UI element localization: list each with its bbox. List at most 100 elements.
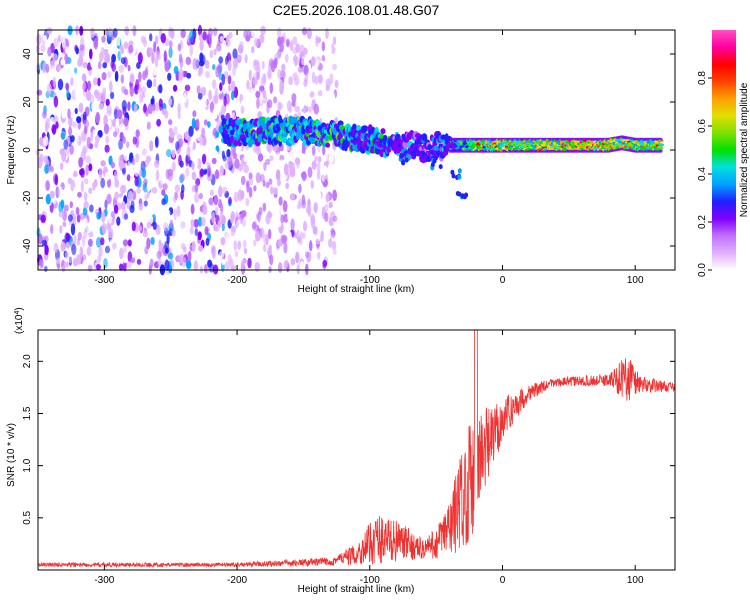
noise-cell (136, 258, 142, 265)
noise-cell (178, 53, 183, 64)
noise-cell (248, 149, 252, 159)
noise-cell (178, 254, 183, 265)
noise-cell (180, 242, 186, 250)
noise-cell (176, 80, 180, 88)
noise-cell (253, 239, 257, 247)
noise-cell (98, 52, 104, 63)
noise-cell (208, 89, 212, 101)
noise-cell (123, 117, 129, 127)
noise-cell (166, 149, 172, 158)
noise-cell (74, 107, 78, 115)
noise-cell (36, 89, 43, 96)
noise-cell (298, 183, 302, 194)
noise-cell (201, 216, 206, 227)
noise-cell (164, 247, 169, 254)
noise-cell (287, 212, 292, 222)
noise-cell (50, 166, 54, 173)
noise-cell (127, 239, 132, 247)
ridge-cell (443, 148, 449, 156)
noise-cell (228, 84, 232, 92)
noise-cell (225, 232, 230, 242)
noise-cell (113, 108, 118, 120)
noise-cell (64, 53, 69, 65)
noise-cell (258, 84, 264, 94)
noise-cell (144, 68, 148, 78)
noise-cell (290, 60, 296, 72)
noise-cell (173, 208, 177, 221)
noise-cell (101, 34, 106, 43)
noise-cell (268, 58, 275, 67)
noise-cell (41, 239, 47, 247)
noise-cell (87, 264, 93, 272)
noise-cell (45, 117, 51, 129)
noise-cell (78, 102, 84, 113)
x-tick-label: 100 (627, 575, 644, 586)
snr-y-axis: 0.5 1.0 1.5 2.0 (22, 354, 675, 525)
noise-cell (134, 166, 140, 177)
noise-cell (45, 225, 51, 235)
noise-cell (45, 180, 50, 191)
noise-cell (82, 206, 88, 216)
noise-cell (160, 175, 164, 185)
noise-cell (126, 174, 131, 182)
noise-cell (332, 36, 337, 45)
noise-cell (253, 59, 258, 71)
y-tick-label: 1.5 (22, 406, 33, 420)
noise-cell (89, 94, 95, 104)
noise-cell (248, 69, 252, 81)
noise-cell (91, 102, 96, 112)
noise-cell (97, 77, 101, 87)
noise-cell (80, 180, 84, 193)
noise-cell (114, 70, 119, 82)
noise-cell (218, 56, 224, 64)
noise-cell (255, 172, 262, 184)
noise-cell (212, 64, 216, 71)
noise-cell (64, 46, 69, 55)
noise-cell (316, 170, 321, 180)
noise-cell (83, 191, 88, 202)
noise-cell (98, 167, 103, 180)
noise-cell (98, 245, 103, 257)
noise-cell (79, 43, 85, 51)
noise-cell (311, 145, 316, 157)
noise-cell (223, 95, 227, 107)
noise-cell (269, 204, 275, 214)
y-tick-label: 40 (22, 48, 33, 60)
snr-frame (37, 329, 676, 571)
noise-cell (116, 109, 123, 120)
noise-cell (54, 174, 58, 186)
noise-cell (92, 77, 98, 86)
noise-cell (185, 167, 190, 177)
noise-cell (209, 49, 214, 59)
noise-cell (201, 163, 208, 170)
noise-cell (201, 181, 206, 192)
noise-cell (143, 103, 147, 113)
noise-cell (45, 193, 51, 205)
noise-cell (212, 108, 218, 120)
noise-cell (113, 27, 118, 38)
x-tick-label: 0 (500, 575, 506, 586)
ridge-cell (289, 116, 296, 125)
noise-cell (317, 251, 321, 260)
tail-cell (401, 160, 406, 166)
noise-cell (102, 62, 107, 69)
noise-cell (205, 237, 210, 246)
tail-cell (404, 157, 409, 163)
noise-cell (131, 158, 136, 166)
noise-cell (257, 253, 262, 261)
noise-cell (227, 75, 232, 85)
noise-cell (204, 263, 208, 273)
noise-cell (219, 165, 224, 176)
noise-cell (86, 136, 91, 149)
noise-cell (46, 27, 53, 35)
noise-cell (104, 53, 111, 64)
noise-cell (104, 171, 111, 181)
noise-cell (146, 221, 152, 229)
noise-cell (121, 201, 126, 211)
snr-x-label: Height of straight line (km) (298, 584, 415, 595)
noise-cell (120, 74, 125, 84)
noise-cell (167, 72, 172, 81)
noise-cell (222, 186, 228, 194)
noise-cell (158, 84, 163, 94)
